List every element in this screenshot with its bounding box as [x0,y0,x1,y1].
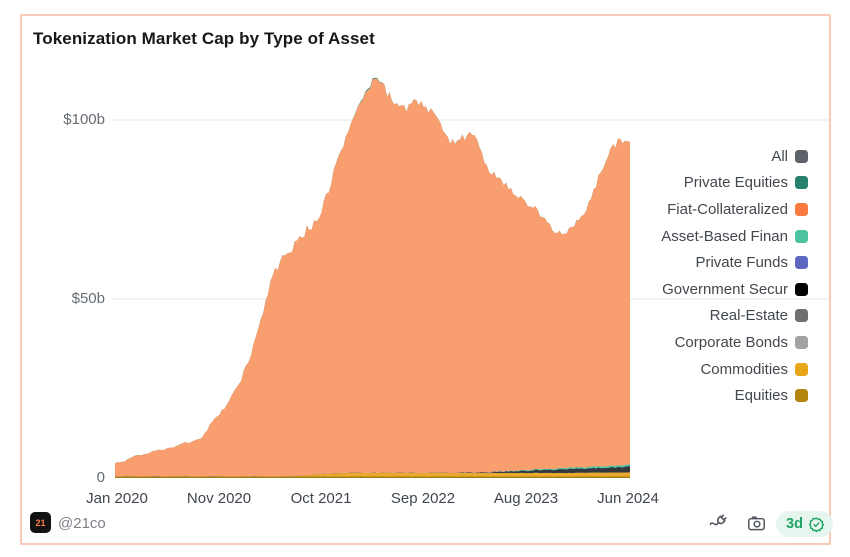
legend-item-label: All [771,147,788,165]
legend-item[interactable]: Equities [661,382,808,409]
legend-swatch [795,309,808,323]
y-axis-label: $100b [63,111,105,128]
legend-item[interactable]: Corporate Bonds [661,329,808,356]
x-axis-label: Nov 2020 [186,490,252,507]
legend-item-label: Equities [734,387,788,405]
legend-item[interactable]: Private Equities [661,170,808,197]
legend-swatch [795,256,808,270]
legend-swatch [795,389,808,403]
y-axis-label: $50b [71,290,105,307]
seal-check-icon [808,516,825,533]
legend-swatch [795,176,808,190]
legend-swatch [795,282,808,296]
legend-item[interactable]: Commodities [661,356,808,383]
legend-item[interactable]: Asset-Based Finan [661,223,808,250]
legend-item[interactable]: All [661,143,808,170]
legend-item[interactable]: Real-Estate [661,303,808,330]
x-axis-label: Jan 2020 [86,490,148,507]
legend-item-label: Government Secur [662,280,788,298]
camera-icon[interactable] [746,513,768,535]
area-series-fiat_collateralized [115,78,630,478]
area-series-equities [115,476,630,478]
x-axis-label: Oct 2021 [290,490,352,507]
freshness-badge[interactable]: 3d [776,511,833,537]
legend-item[interactable]: Private Funds [661,249,808,276]
legend-item-label: Corporate Bonds [674,333,788,351]
y-axis-label: 0 [96,469,105,486]
legend-swatch [795,229,808,243]
legend-swatch [795,149,808,163]
legend-item-label: Private Funds [695,254,788,272]
legend-item[interactable]: Government Secur [661,276,808,303]
author-handle[interactable]: @21co [58,515,106,532]
x-axis-label: Jun 2024 [597,490,659,507]
plug-icon[interactable] [709,512,731,534]
freshness-label: 3d [786,516,803,532]
legend-item-label: Real-Estate [709,307,788,325]
chart-title: Tokenization Market Cap by Type of Asset [33,29,375,48]
legend-item-label: Private Equities [683,174,788,192]
legend: All Private Equities Fiat-Collateralized As… [661,143,808,409]
legend-swatch [795,362,808,376]
legend-item-label: Fiat-Collateralized [667,200,788,218]
21co-logo: 21 [30,512,51,533]
x-axis-label: Aug 2023 [493,490,559,507]
legend-item-label: Commodities [700,360,788,378]
legend-item-label: Asset-Based Finan [661,227,788,245]
legend-item[interactable]: Fiat-Collateralized [661,196,808,223]
legend-swatch [795,335,808,349]
x-axis-label: Sep 2022 [390,490,456,507]
legend-swatch [795,202,808,216]
